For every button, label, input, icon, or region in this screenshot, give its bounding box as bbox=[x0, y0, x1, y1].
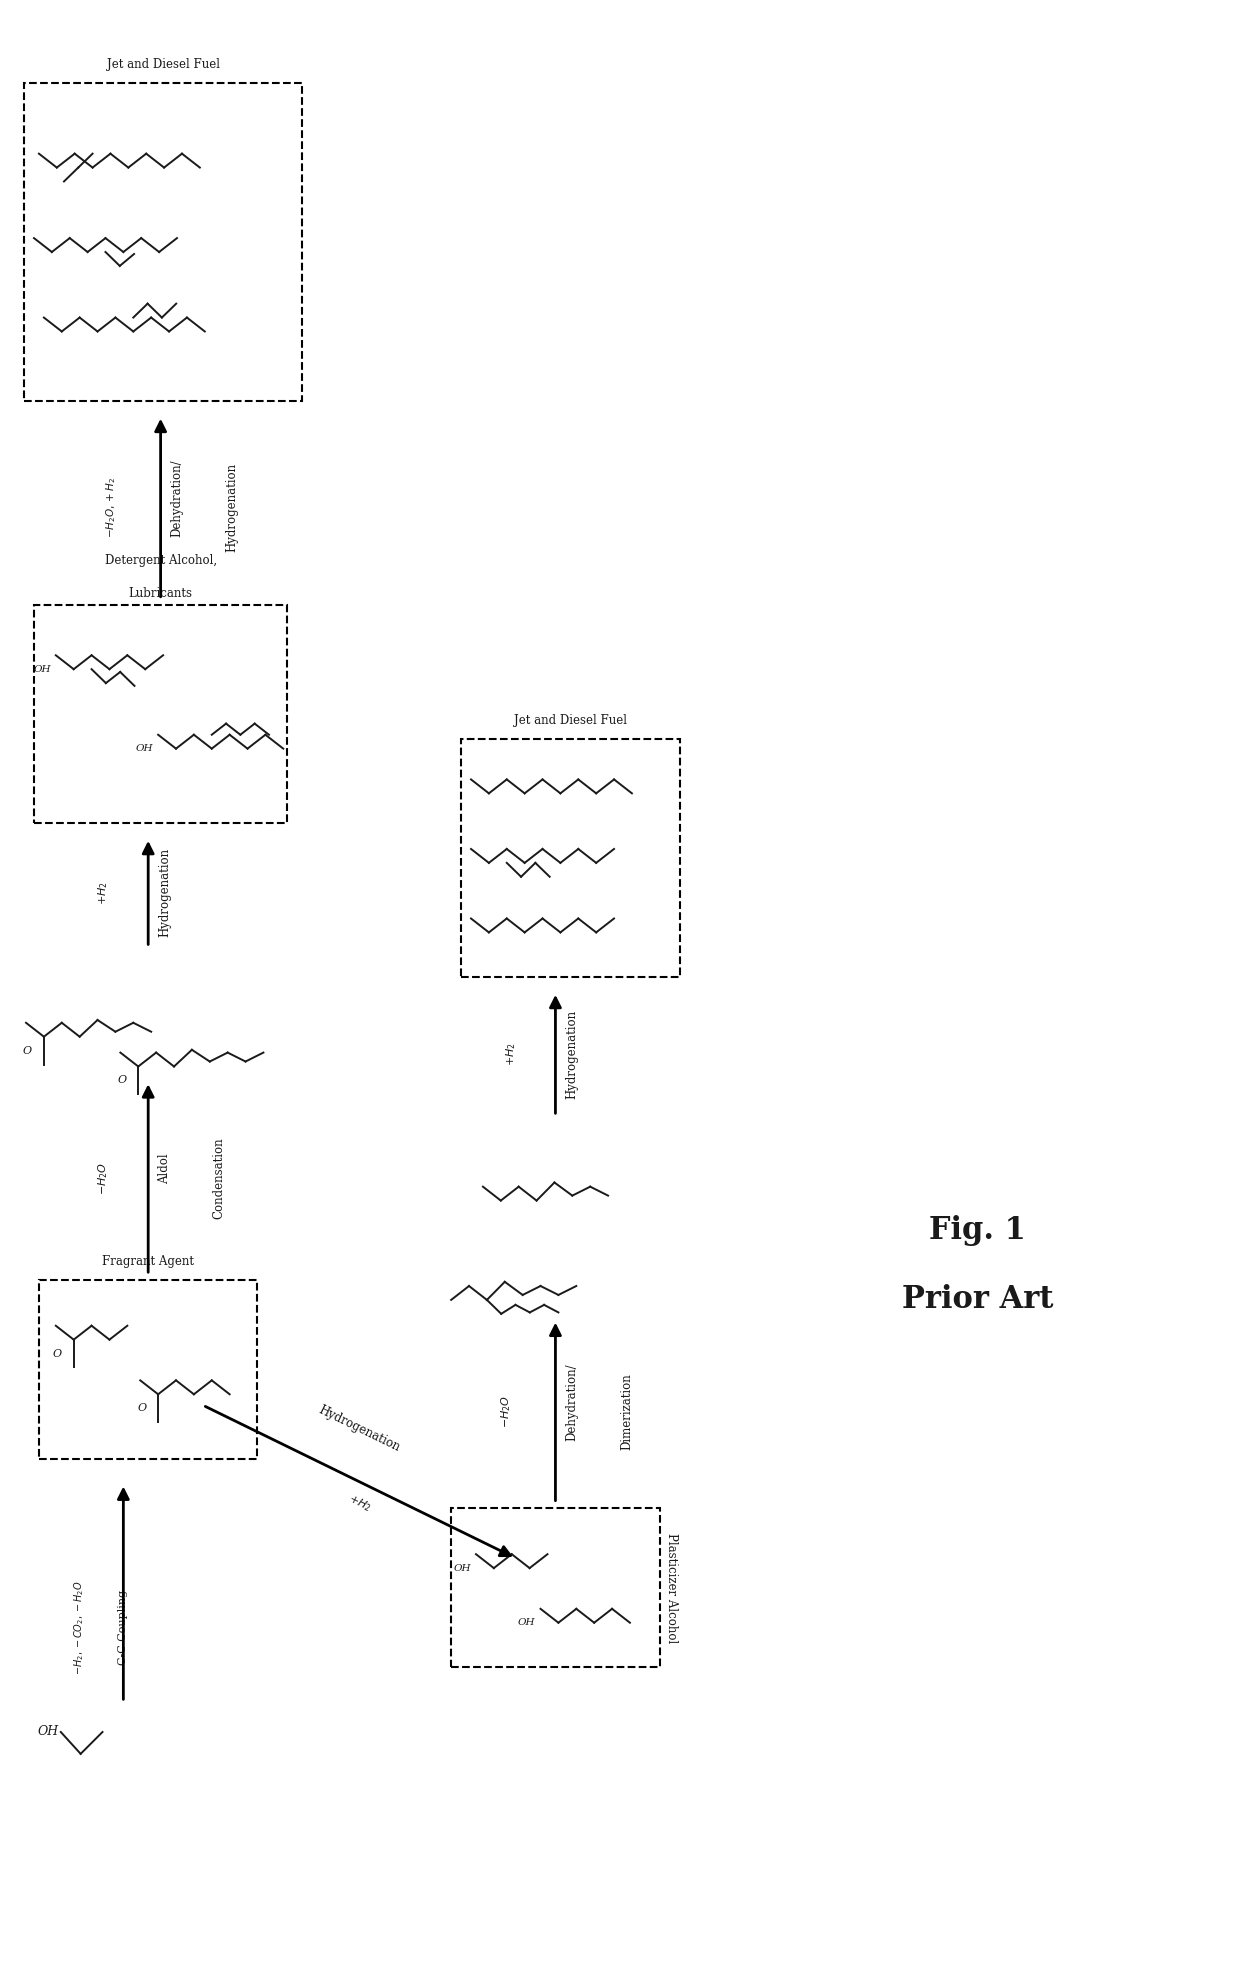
Text: OH: OH bbox=[135, 743, 154, 753]
Text: Lubricants: Lubricants bbox=[129, 587, 192, 601]
Text: Hydrogenation: Hydrogenation bbox=[226, 464, 238, 553]
Text: O: O bbox=[118, 1076, 126, 1086]
Text: OH: OH bbox=[454, 1564, 471, 1572]
Text: $-H_2O$: $-H_2O$ bbox=[97, 1161, 110, 1195]
Text: $+H_2$: $+H_2$ bbox=[346, 1492, 373, 1514]
Text: Hydrogenation: Hydrogenation bbox=[159, 848, 171, 937]
Text: $+H_2$: $+H_2$ bbox=[97, 880, 110, 904]
Text: Hydrogenation: Hydrogenation bbox=[316, 1403, 402, 1455]
Text: Dehydration/: Dehydration/ bbox=[565, 1364, 578, 1441]
Text: $-H_2O$: $-H_2O$ bbox=[498, 1395, 512, 1429]
Text: C-C Coupling: C-C Coupling bbox=[118, 1590, 129, 1665]
Text: Fig. 1: Fig. 1 bbox=[929, 1215, 1025, 1247]
Text: O: O bbox=[138, 1403, 146, 1413]
Text: $-H_2, -CO_2, -H_2O$: $-H_2, -CO_2, -H_2O$ bbox=[72, 1580, 86, 1675]
Text: Aldol: Aldol bbox=[159, 1154, 171, 1183]
Text: O: O bbox=[22, 1046, 32, 1056]
Text: O: O bbox=[52, 1348, 62, 1358]
Text: OH: OH bbox=[33, 664, 51, 674]
Text: Fragrant Agent: Fragrant Agent bbox=[102, 1255, 195, 1268]
Text: $+H_2$: $+H_2$ bbox=[503, 1043, 517, 1066]
Text: OH: OH bbox=[518, 1617, 536, 1627]
Text: Dimerization: Dimerization bbox=[620, 1374, 632, 1451]
Text: Plasticizer Alcohol: Plasticizer Alcohol bbox=[665, 1532, 678, 1643]
Text: Prior Art: Prior Art bbox=[901, 1284, 1053, 1316]
Text: Condensation: Condensation bbox=[213, 1138, 226, 1219]
Text: Jet and Diesel Fuel: Jet and Diesel Fuel bbox=[107, 57, 219, 71]
Text: Dehydration/: Dehydration/ bbox=[171, 460, 184, 537]
Text: Hydrogenation: Hydrogenation bbox=[565, 1009, 578, 1098]
Text: $-H_2O, +H_2$: $-H_2O, +H_2$ bbox=[104, 478, 118, 539]
Text: OH: OH bbox=[37, 1726, 58, 1738]
Text: Jet and Diesel Fuel: Jet and Diesel Fuel bbox=[513, 714, 627, 727]
Text: Detergent Alcohol,: Detergent Alcohol, bbox=[104, 553, 217, 567]
